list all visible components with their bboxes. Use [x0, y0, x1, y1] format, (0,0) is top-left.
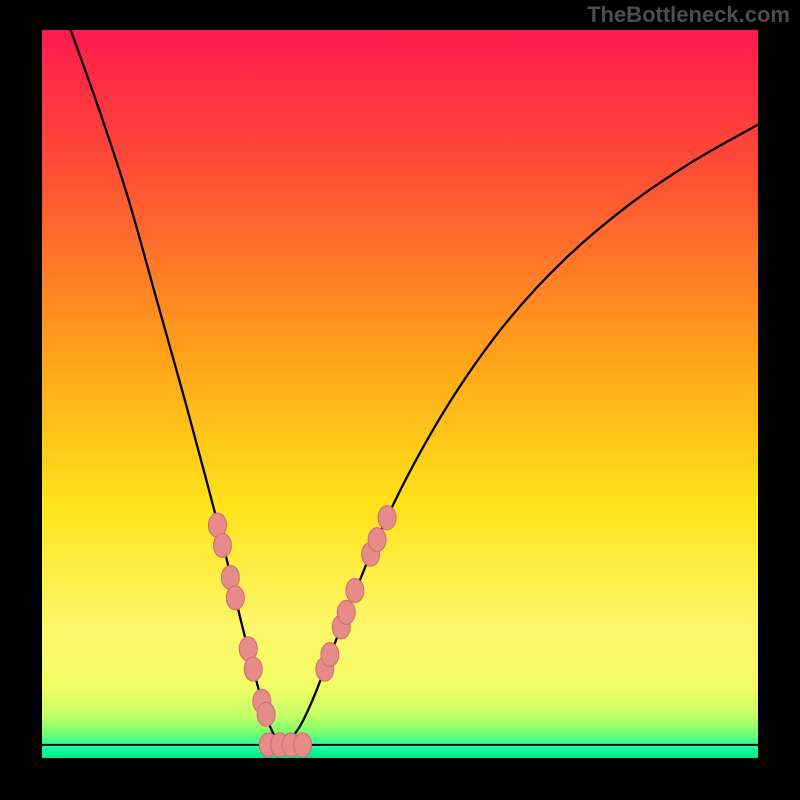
data-marker — [346, 579, 364, 603]
bottleneck-chart — [0, 0, 800, 800]
data-marker — [213, 533, 231, 557]
gradient-panel — [42, 30, 758, 758]
data-marker — [321, 643, 339, 667]
chart-container: TheBottleneck.com — [0, 0, 800, 800]
data-marker — [337, 600, 355, 624]
watermark-label: TheBottleneck.com — [587, 2, 790, 28]
data-marker — [257, 702, 275, 726]
data-marker — [368, 528, 386, 552]
data-marker — [226, 586, 244, 610]
data-marker — [294, 733, 312, 757]
data-marker — [244, 657, 262, 681]
data-marker — [378, 506, 396, 530]
